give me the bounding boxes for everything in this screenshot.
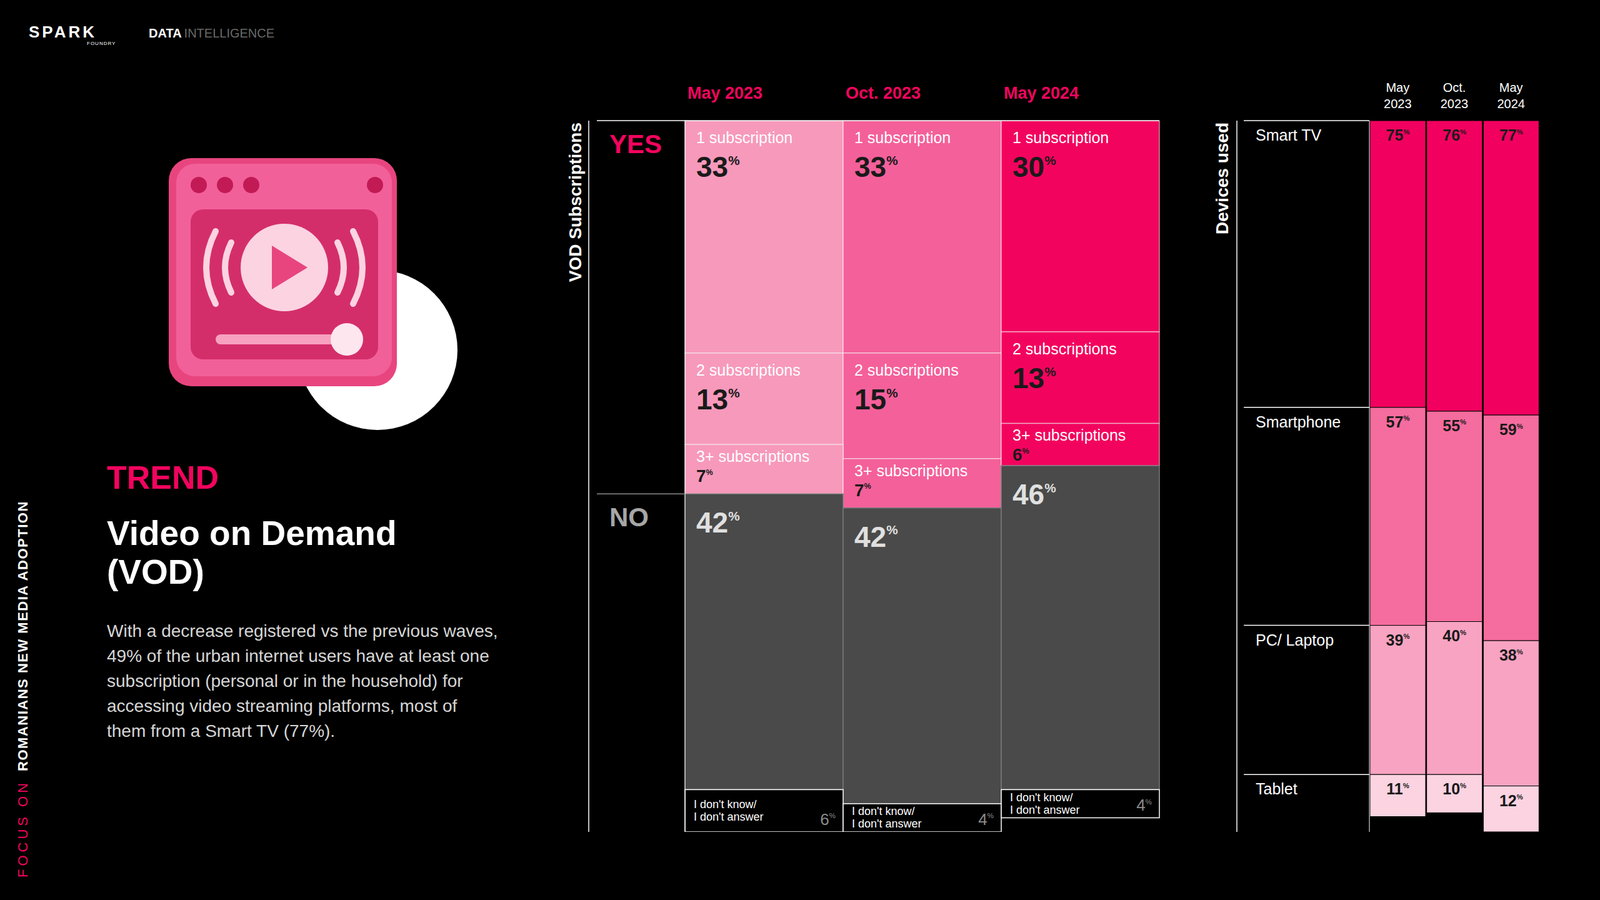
svg-text:NO: NO	[609, 502, 649, 532]
svg-text:1 subscription: 1 subscription	[1012, 128, 1109, 147]
svg-text:2 subscriptions: 2 subscriptions	[854, 361, 959, 379]
svg-text:1 subscription: 1 subscription	[696, 128, 793, 147]
svg-text:May 2023: May 2023	[687, 83, 763, 103]
svg-text:7%: 7%	[696, 466, 714, 486]
svg-text:6%: 6%	[1012, 445, 1030, 465]
svg-text:7%: 7%	[854, 480, 872, 500]
svg-text:33%: 33%	[696, 150, 740, 184]
svg-text:May2023: May2023	[1383, 80, 1412, 111]
svg-text:76%: 76%	[1442, 126, 1467, 144]
svg-text:Smart TV: Smart TV	[1255, 126, 1322, 144]
svg-text:4%: 4%	[978, 810, 994, 829]
svg-text:I don't know/: I don't know/	[693, 798, 757, 811]
svg-text:Smartphone: Smartphone	[1255, 413, 1341, 431]
svg-text:Tablet: Tablet	[1255, 780, 1298, 798]
svg-text:3+ subscriptions: 3+ subscriptions	[1012, 426, 1126, 444]
html-text:With a decrease registered vs: With a decrease registered vs the previo…	[106, 621, 498, 741]
svg-text:4%: 4%	[1136, 795, 1152, 815]
svg-text:15%: 15%	[854, 383, 899, 416]
svg-text:3+ subscriptions: 3+ subscriptions	[696, 447, 810, 465]
svg-text:77%: 77%	[1499, 126, 1524, 144]
svg-text:I don't answer: I don't answer	[693, 810, 764, 824]
svg-text:PC/ Laptop: PC/ Laptop	[1255, 631, 1334, 649]
svg-text:13%: 13%	[696, 383, 740, 416]
svg-text:May2024: May2024	[1496, 80, 1525, 111]
svg-text:May 2024: May 2024	[1003, 83, 1079, 103]
svg-text:1 subscription: 1 subscription	[854, 128, 951, 147]
svg-text:2 subscriptions: 2 subscriptions	[696, 361, 801, 379]
svg-text:42%: 42%	[696, 506, 740, 539]
svg-text:46%: 46%	[1012, 478, 1057, 511]
html-text:TREND: TREND	[106, 459, 219, 496]
svg-text:13%: 13%	[1012, 361, 1057, 395]
svg-text:FOCUS ONROMANIANS NEW MEDIA AD: FOCUS ONROMANIANS NEW MEDIA ADOPTION	[15, 500, 31, 878]
svg-text:I don't answer: I don't answer	[851, 817, 922, 830]
svg-text:I don't answer: I don't answer	[1010, 803, 1080, 817]
svg-text:Devices used: Devices used	[1212, 122, 1232, 235]
svg-text:3+ subscriptions: 3+ subscriptions	[854, 461, 968, 480]
svg-text:30%: 30%	[1012, 150, 1057, 184]
svg-text:39%: 39%	[1386, 631, 1410, 649]
svg-text:55%: 55%	[1442, 416, 1467, 435]
svg-text:38%: 38%	[1499, 646, 1524, 664]
svg-text:57%: 57%	[1386, 413, 1410, 431]
svg-text:VOD Subscriptions: VOD Subscriptions	[565, 122, 585, 282]
svg-text:SPARK: SPARK	[28, 22, 97, 42]
svg-text:11%: 11%	[1386, 780, 1409, 798]
svg-text:59%: 59%	[1499, 420, 1524, 439]
svg-text:I don't know/: I don't know/	[851, 805, 915, 818]
html-text:Video on Demand (VOD): Video on Demand (VOD)	[106, 513, 397, 592]
svg-text:Oct.2023: Oct.2023	[1440, 80, 1469, 111]
svg-text:I don't know/: I don't know/	[1010, 791, 1074, 804]
svg-text:DATAINTELLIGENCE: DATAINTELLIGENCE	[148, 26, 275, 40]
svg-text:42%: 42%	[854, 520, 899, 554]
svg-text:75%: 75%	[1386, 126, 1410, 144]
svg-text:FOUNDRY: FOUNDRY	[86, 40, 116, 47]
svg-text:10%: 10%	[1442, 780, 1467, 798]
svg-text:Oct. 2023: Oct. 2023	[845, 83, 921, 103]
svg-text:6%: 6%	[820, 810, 836, 829]
svg-text:12%: 12%	[1499, 791, 1524, 810]
svg-text:40%: 40%	[1442, 626, 1467, 645]
svg-text:2 subscriptions: 2 subscriptions	[1012, 340, 1117, 358]
svg-text:33%: 33%	[854, 150, 899, 184]
svg-text:YES: YES	[609, 129, 662, 159]
